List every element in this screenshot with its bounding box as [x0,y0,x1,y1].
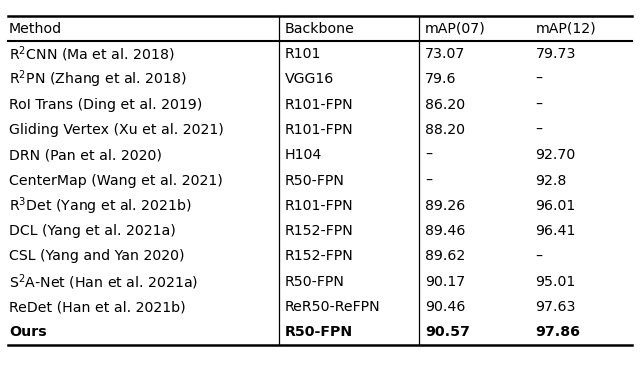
Text: R101: R101 [285,47,321,61]
Text: 96.01: 96.01 [536,199,575,213]
Text: ReR50-ReFPN: ReR50-ReFPN [285,300,381,314]
Text: 92.70: 92.70 [536,148,575,162]
Text: 73.07: 73.07 [425,47,465,61]
Text: mAP(12): mAP(12) [536,22,596,35]
Text: R152-FPN: R152-FPN [285,250,354,264]
Text: R$^3$Det (Yang et al. 2021b): R$^3$Det (Yang et al. 2021b) [9,195,192,217]
Text: DRN (Pan et al. 2020): DRN (Pan et al. 2020) [9,148,162,162]
Text: Gliding Vertex (Xu et al. 2021): Gliding Vertex (Xu et al. 2021) [9,123,224,137]
Text: –: – [536,250,543,264]
Text: 97.86: 97.86 [536,326,580,339]
Text: ReDet (Han et al. 2021b): ReDet (Han et al. 2021b) [9,300,186,314]
Text: 89.26: 89.26 [425,199,465,213]
Text: R50-FPN: R50-FPN [285,326,353,339]
Text: 88.20: 88.20 [425,123,465,137]
Text: 89.46: 89.46 [425,224,465,238]
Text: R101-FPN: R101-FPN [285,123,353,137]
Text: mAP(07): mAP(07) [425,22,486,35]
Text: CSL (Yang and Yan 2020): CSL (Yang and Yan 2020) [9,250,184,264]
Text: R$^2$PN (Zhang et al. 2018): R$^2$PN (Zhang et al. 2018) [9,68,187,90]
Text: Backbone: Backbone [285,22,355,35]
Text: Method: Method [9,22,62,35]
Text: Ours: Ours [9,326,47,339]
Text: 97.63: 97.63 [536,300,576,314]
Text: –: – [536,97,543,112]
Text: 90.57: 90.57 [425,326,470,339]
Text: VGG16: VGG16 [285,72,334,86]
Text: 96.41: 96.41 [536,224,576,238]
Text: 79.73: 79.73 [536,47,576,61]
Text: 79.6: 79.6 [425,72,457,86]
Text: 89.62: 89.62 [425,250,465,264]
Text: DCL (Yang et al. 2021a): DCL (Yang et al. 2021a) [9,224,176,238]
Text: R50-FPN: R50-FPN [285,173,345,188]
Text: –: – [425,148,432,162]
Text: R152-FPN: R152-FPN [285,224,354,238]
Text: H104: H104 [285,148,323,162]
Text: –: – [536,72,543,86]
Text: 90.17: 90.17 [425,275,465,289]
Text: –: – [425,173,432,188]
Text: S$^2$A-Net (Han et al. 2021a): S$^2$A-Net (Han et al. 2021a) [9,272,198,292]
Text: R101-FPN: R101-FPN [285,97,353,112]
Text: RoI Trans (Ding et al. 2019): RoI Trans (Ding et al. 2019) [9,97,202,112]
Text: R101-FPN: R101-FPN [285,199,353,213]
Text: CenterMap (Wang et al. 2021): CenterMap (Wang et al. 2021) [9,173,223,188]
Text: 92.8: 92.8 [536,173,566,188]
Text: 95.01: 95.01 [536,275,575,289]
Text: 90.46: 90.46 [425,300,465,314]
Text: R50-FPN: R50-FPN [285,275,345,289]
Text: R$^2$CNN (Ma et al. 2018): R$^2$CNN (Ma et al. 2018) [9,44,175,64]
Text: –: – [536,123,543,137]
Text: 86.20: 86.20 [425,97,465,112]
